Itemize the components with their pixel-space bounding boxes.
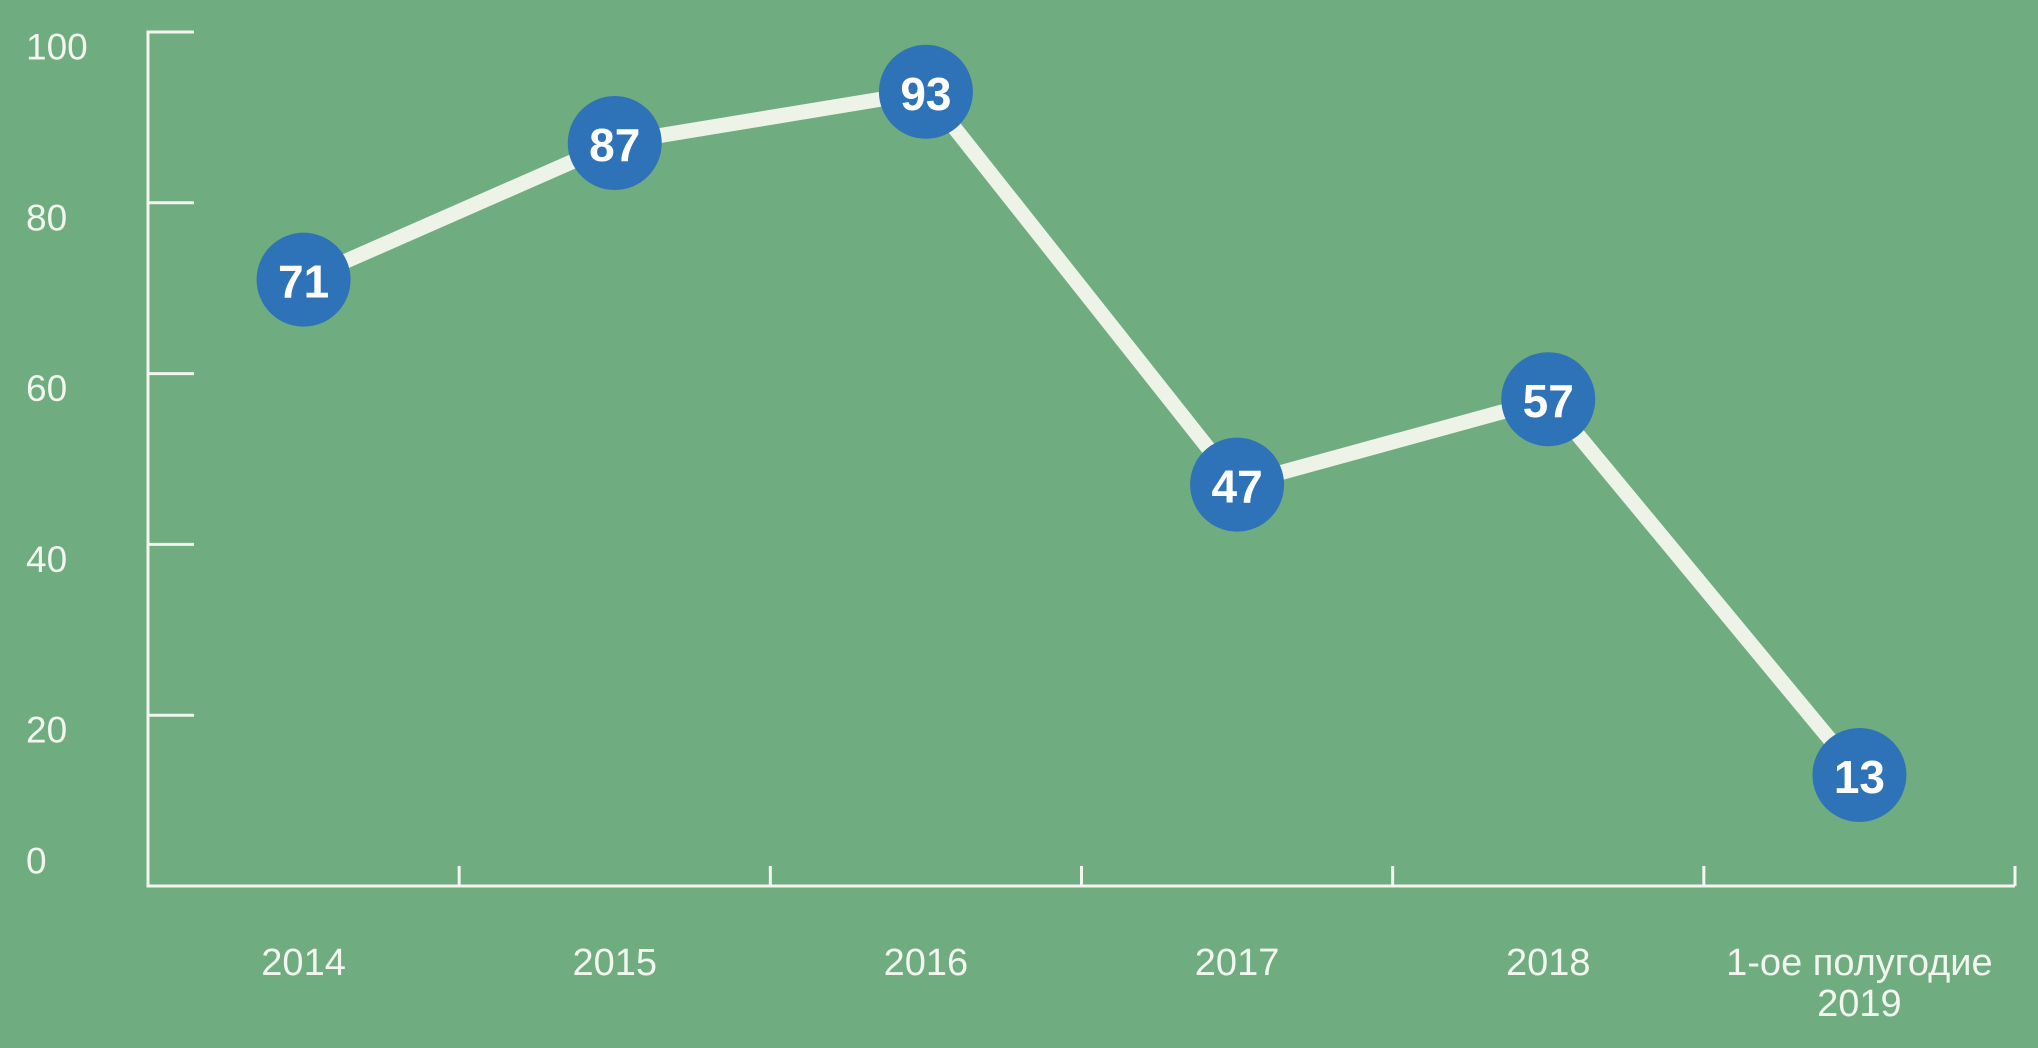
- x-category-label: 2015: [572, 942, 657, 984]
- series-line: [296, 84, 1867, 783]
- data-point: [878, 44, 973, 139]
- y-tick-label: 100: [26, 27, 88, 68]
- y-tick-label: 0: [26, 841, 47, 882]
- y-tick-label: 40: [26, 539, 67, 580]
- data-point-value: 13: [1834, 751, 1885, 803]
- x-category-label: 2014: [261, 942, 346, 984]
- y-tick-label: 20: [26, 710, 67, 751]
- x-category-label: 2018: [1506, 942, 1591, 984]
- data-point: [1190, 437, 1285, 532]
- y-tick-label: 60: [26, 368, 67, 409]
- data-point-value: 71: [278, 256, 329, 308]
- y-tick-label: 80: [26, 197, 67, 238]
- data-point-value: 87: [589, 119, 640, 171]
- data-point-value: 47: [1211, 461, 1262, 513]
- x-category-label: 2017: [1195, 942, 1280, 984]
- data-point-value: 57: [1523, 375, 1574, 427]
- x-category-label: 1-ое полугодие: [1726, 942, 1993, 984]
- x-category-label: 2019: [1817, 983, 1902, 1025]
- data-point: [256, 232, 351, 327]
- x-category-label: 2016: [884, 942, 969, 984]
- data-point: [567, 96, 662, 191]
- data-point: [1501, 352, 1596, 447]
- data-point: [1812, 727, 1907, 822]
- data-point-value: 93: [900, 68, 951, 120]
